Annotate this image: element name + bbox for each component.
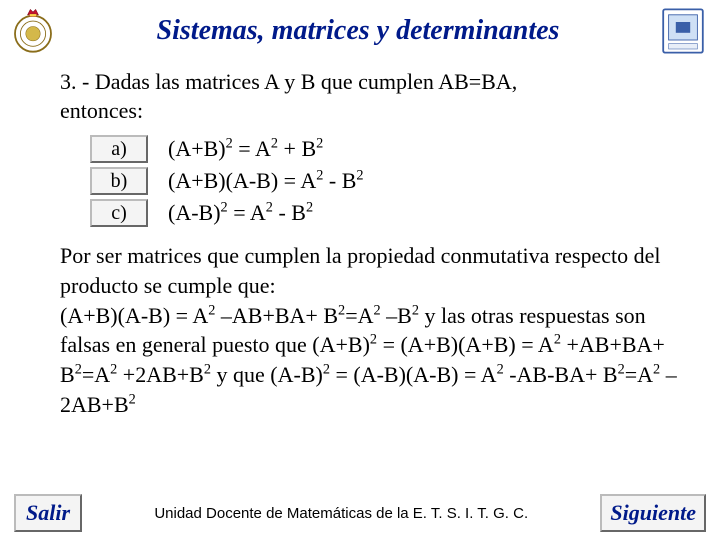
exit-button[interactable]: Salir: [14, 494, 82, 532]
option-row-c: c) (A-B)2 = A2 - B2: [90, 199, 680, 227]
option-button-b[interactable]: b): [90, 167, 148, 195]
footer: Salir Unidad Docente de Matemáticas de l…: [0, 494, 720, 532]
logo-left-icon: [6, 4, 60, 58]
explanation-text: Por ser matrices que cumplen la propieda…: [60, 241, 680, 419]
options-group: a) (A+B)2 = A2 + B2 b) (A+B)(A-B) = A2 -…: [90, 135, 680, 227]
logo-right-icon: [656, 4, 710, 58]
option-button-a[interactable]: a): [90, 135, 148, 163]
option-button-c[interactable]: c): [90, 199, 148, 227]
option-equation-b: (A+B)(A-B) = A2 - B2: [168, 168, 364, 194]
option-equation-c: (A-B)2 = A2 - B2: [168, 200, 313, 226]
question-line2: entonces:: [60, 98, 143, 123]
content: 3. - Dadas las matrices A y B que cumple…: [0, 60, 720, 419]
option-equation-a: (A+B)2 = A2 + B2: [168, 136, 323, 162]
question-text: 3. - Dadas las matrices A y B que cumple…: [60, 68, 680, 125]
header: Sistemas, matrices y determinantes: [0, 0, 720, 60]
question-line1: 3. - Dadas las matrices A y B que cumple…: [60, 69, 517, 94]
next-button[interactable]: Siguiente: [600, 494, 706, 532]
option-row-a: a) (A+B)2 = A2 + B2: [90, 135, 680, 163]
option-row-b: b) (A+B)(A-B) = A2 - B2: [90, 167, 680, 195]
footer-unit-text: Unidad Docente de Matemáticas de la E. T…: [82, 505, 600, 522]
page-title: Sistemas, matrices y determinantes: [60, 15, 656, 47]
